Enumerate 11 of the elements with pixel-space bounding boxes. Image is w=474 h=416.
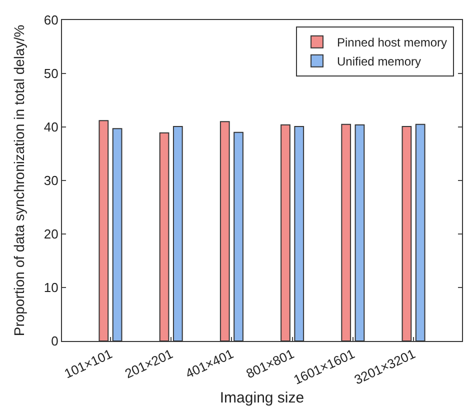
y-axis-title: Proportion of data synchronization in total delay/%: [11, 24, 27, 336]
x-axis-title: Imaging size: [220, 389, 304, 406]
y-tick-label: 60: [44, 12, 58, 28]
y-tick-label: 40: [44, 120, 58, 135]
y-tick-label: 0: [51, 334, 58, 349]
legend-label: Unified memory: [337, 54, 422, 69]
y-tick-label: 30: [44, 173, 58, 188]
legend-label: Pinned host memory: [337, 36, 448, 50]
y-tick-label: 50: [44, 66, 58, 82]
y-tick-label: 10: [44, 280, 58, 296]
y-tick-label: 20: [44, 226, 58, 242]
